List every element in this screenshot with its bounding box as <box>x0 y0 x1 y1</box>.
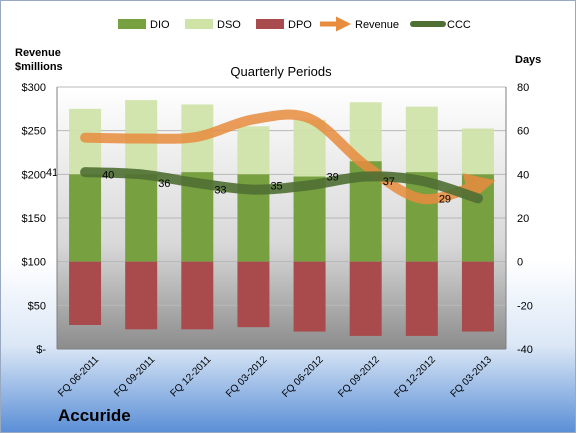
bar-dpo <box>293 261 326 332</box>
left-tick-label: $250 <box>22 126 46 138</box>
company-name: Accuride <box>58 406 131 425</box>
ccc-line <box>80 167 483 204</box>
right-tick-label: 0 <box>517 257 523 269</box>
legend-label-dpo: DPO <box>288 19 312 31</box>
left-tick-label: $50 <box>28 300 46 312</box>
bar-dpo <box>405 261 438 336</box>
legend-swatch-dso <box>185 19 213 29</box>
legend-swatch-dpo <box>256 19 284 29</box>
left-axis-label-line2: $millions <box>15 61 63 73</box>
legend-label-dso: DSO <box>217 19 241 31</box>
right-tick-label: 60 <box>517 126 529 138</box>
bar-dio <box>69 174 102 262</box>
legend-label-dio: DIO <box>150 19 170 31</box>
x-tick-label: FQ 03-2013 <box>449 354 495 400</box>
bar-dso <box>405 106 438 173</box>
left-tick-label: $100 <box>22 257 46 269</box>
legend-label-revenue: Revenue <box>355 19 399 31</box>
left-axis-label-line1: Revenue <box>15 47 61 59</box>
left-tick-label: $300 <box>22 82 46 94</box>
chart-title: Quarterly Periods <box>230 64 332 79</box>
ccc-data-label: 29 <box>439 193 451 205</box>
right-tick-label: -20 <box>517 300 533 312</box>
bar-dpo <box>181 261 214 330</box>
left-tick-label: $200 <box>22 169 46 181</box>
ccc-data-label: 40 <box>102 169 114 181</box>
ccc-data-label: 33 <box>214 185 226 197</box>
right-tick-label: -40 <box>517 344 533 356</box>
bar-dio <box>125 174 158 262</box>
x-tick-label: FQ 12-2011 <box>168 354 213 399</box>
bar-dpo <box>237 261 270 328</box>
ccc-data-label: 35 <box>270 180 282 192</box>
revenue-line <box>80 109 496 205</box>
ccc-data-label: 37 <box>383 176 395 188</box>
bar-dpo <box>349 261 382 336</box>
bar-dpo <box>125 261 158 330</box>
ccc-data-label: 41 <box>46 167 58 179</box>
x-tick-label: FQ 09-2011 <box>112 354 157 399</box>
ccc-data-label: 36 <box>158 178 170 190</box>
right-tick-label: 40 <box>517 169 529 181</box>
ccc-data-label: 39 <box>327 172 339 184</box>
left-tick-label: $- <box>36 344 46 356</box>
bar-dso <box>461 128 494 175</box>
left-tick-label: $150 <box>22 213 46 225</box>
right-axis-label: Days <box>515 54 541 66</box>
bar-dpo <box>69 261 102 325</box>
x-tick-label: FQ 06-2012 <box>280 354 326 400</box>
x-tick-label: FQ 06-2011 <box>56 354 101 399</box>
right-tick-label: 20 <box>517 213 529 225</box>
x-tick-label: FQ 09-2012 <box>336 354 382 400</box>
legend-swatch-dio <box>118 19 146 29</box>
legend-label-ccc: CCC <box>447 19 471 31</box>
bar-dpo <box>461 261 494 332</box>
right-tick-label: 80 <box>517 82 529 94</box>
x-tick-label: FQ 03-2012 <box>224 354 270 400</box>
bar-dso <box>237 126 270 175</box>
x-tick-label: FQ 12-2012 <box>392 354 438 400</box>
